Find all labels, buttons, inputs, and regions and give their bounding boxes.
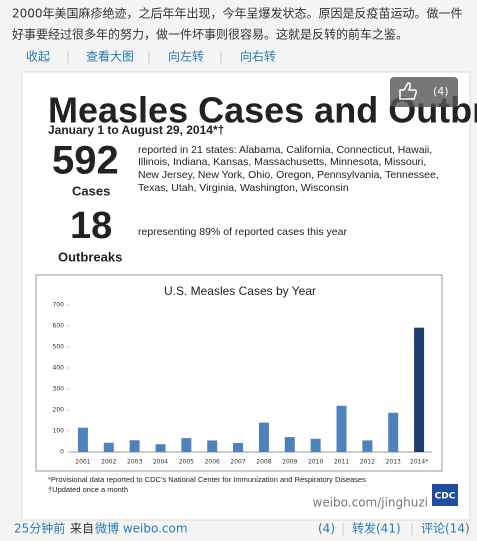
cases-text: New Jersey, New York, Ohio, Oregon, Penn… [138, 169, 439, 181]
x-tick-label: 2001 [75, 459, 90, 466]
infographic-subtitle: January 1 to August 29, 2014*† [48, 123, 224, 137]
rotate-left-link[interactable]: 向左转 [168, 49, 204, 64]
logo-box [432, 484, 458, 506]
y-tick-label: 200 [53, 407, 65, 414]
post-text: 2000年美国麻疹绝迹，之后年年出现，今年呈爆发状态。原因是反疫苗运动。做一件 [12, 6, 463, 21]
cases-label: Cases [72, 183, 110, 198]
logo: CDC [435, 492, 456, 502]
bar [388, 412, 399, 452]
footnote: †Updated once a month [48, 485, 128, 494]
chart-frame [35, 274, 443, 472]
rotate-right-link[interactable]: 向右转 [240, 49, 276, 64]
bar [233, 442, 244, 452]
separator: | [219, 50, 223, 64]
y-tick-label: 0 [60, 449, 64, 456]
bar [207, 440, 218, 452]
separator: | [410, 522, 414, 536]
y-tick-label: 100 [53, 428, 65, 435]
view-large-link[interactable]: 查看大图 [86, 50, 134, 64]
y-tick-label: 400 [53, 365, 65, 372]
like-count: (4) [433, 85, 449, 98]
x-tick-label: 2004 [153, 459, 168, 466]
y-tick-label: 500 [53, 344, 65, 351]
x-tick-label: 2014* [410, 459, 428, 466]
x-tick-label: 2013 [386, 459, 401, 466]
bar [181, 438, 192, 452]
x-tick-label: 2005 [179, 459, 194, 466]
collapse-link[interactable]: 收起 [26, 50, 50, 64]
y-tick-label: 300 [53, 386, 65, 393]
bar [284, 437, 295, 452]
bar [336, 405, 347, 452]
outbreaks-text: representing 89% of reported cases this … [138, 226, 347, 238]
cases-text: Texas, Utah, Virginia, Washington, Wisco… [138, 182, 349, 194]
chart-title: U.S. Measles Cases by Year [164, 284, 316, 298]
bar-chart: 0 100 200 300 400 500 600 700 2001 2002 2003 2004 20… [53, 302, 429, 466]
cases-text: Illinois, Indiana, Kansas, Massachusetts… [138, 156, 426, 168]
separator: | [341, 522, 345, 536]
source-prefix: 来自 [70, 522, 94, 536]
comment-button[interactable]: 评论(14) [421, 522, 470, 536]
x-tick-label: 2002 [101, 459, 116, 466]
x-tick-label: 2009 [282, 459, 297, 466]
y-tick-label: 600 [53, 323, 65, 330]
bar [362, 440, 373, 452]
x-tick-label: 2006 [205, 459, 220, 466]
bar [155, 444, 166, 452]
cases-text: reported in 21 states: Alabama, Californ… [138, 144, 432, 156]
thumb-icon [399, 82, 418, 100]
cases-number: 592 [52, 139, 119, 183]
bar [129, 440, 140, 452]
x-tick-label: 2011 [334, 459, 349, 466]
footnote: *Provisional data reported to CDC's Nati… [48, 475, 366, 484]
watermark: weibo.com/jinghuzi [313, 496, 429, 510]
post-text: 好事要经过很多年的努力，做一件坏事则很容易。这就是反转的前车之鉴。 [12, 27, 408, 42]
bar [77, 427, 88, 452]
x-tick-label: 2003 [127, 459, 142, 466]
bar [103, 442, 114, 452]
separator: | [66, 50, 70, 64]
x-tick-label: 2008 [256, 459, 271, 466]
like-button[interactable]: (4) [318, 522, 335, 536]
bar [414, 327, 425, 452]
x-tick-label: 2010 [308, 459, 323, 466]
outbreaks-number: 18 [70, 205, 112, 247]
y-tick-label: 700 [53, 302, 65, 309]
bar [258, 422, 269, 452]
source[interactable]: 微博 weibo.com [95, 521, 188, 536]
separator: | [147, 50, 151, 64]
outbreaks-label: Outbreaks [58, 249, 122, 264]
post-time[interactable]: 25分钟前 [14, 521, 65, 536]
repost-button[interactable]: 转发(41) [352, 521, 401, 536]
bar [310, 438, 321, 452]
x-tick-label: 2012 [360, 459, 375, 466]
x-tick-label: 2007 [230, 459, 245, 466]
